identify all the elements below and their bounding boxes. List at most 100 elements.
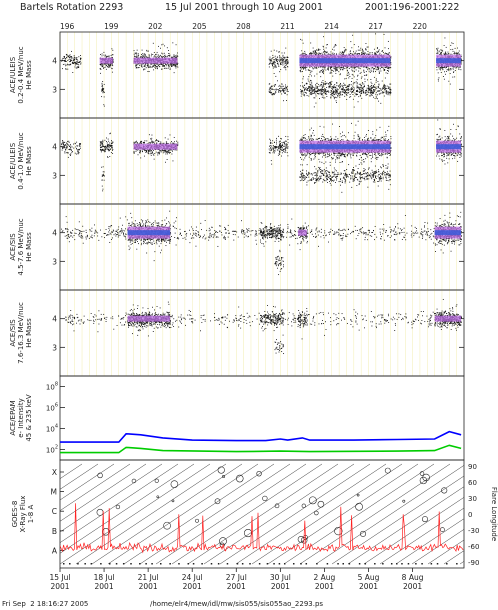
y-tick-label: 104 bbox=[46, 424, 58, 434]
right-tick-label: -90 bbox=[468, 559, 479, 567]
flare-marker bbox=[156, 495, 160, 499]
flare-marker bbox=[170, 480, 179, 488]
y-tick-label: B bbox=[52, 527, 57, 536]
flare-marker bbox=[422, 516, 428, 523]
bottom-tick-day: 15 Jul bbox=[50, 573, 71, 582]
epam-series-line bbox=[60, 430, 462, 443]
density-core-peak bbox=[299, 58, 391, 64]
panel-frame bbox=[59, 203, 465, 291]
panel-label: GOES-8X-Ray Flux1-8 A bbox=[11, 496, 35, 533]
top-tick-label: 205 bbox=[192, 22, 207, 31]
flare-marker bbox=[422, 473, 430, 482]
y-tick-label: 102 bbox=[46, 445, 58, 455]
top-tick-label: 202 bbox=[148, 22, 163, 31]
scatter-points bbox=[61, 33, 462, 108]
flare-marker bbox=[440, 527, 445, 532]
top-tick-label: 220 bbox=[413, 22, 428, 31]
top-tick-label: 217 bbox=[369, 22, 384, 31]
flare-marker bbox=[402, 499, 406, 503]
flare-marker bbox=[419, 471, 425, 476]
flare-marker bbox=[262, 495, 268, 502]
right-tick-label: -60 bbox=[468, 543, 479, 551]
y-tick-label: X bbox=[52, 468, 57, 477]
flare-marker bbox=[171, 499, 175, 503]
flare-marker bbox=[384, 467, 391, 474]
xray-flux-line bbox=[60, 503, 464, 554]
flare-marker bbox=[314, 510, 319, 516]
panel-goes: X M C B A 90 60 30 0 -30 -60 -90 Flare Longitude GOES… bbox=[11, 459, 498, 569]
y-tick-label: 3 bbox=[52, 85, 57, 94]
panel-label: ACE/ULEIS0.2-0.4 MeV/nucHe Mass bbox=[9, 46, 33, 103]
bottom-tick-year: 2001 bbox=[315, 582, 334, 591]
flare-marker bbox=[356, 493, 360, 497]
right-tick-label: 60 bbox=[468, 479, 477, 487]
panel-label: ACE/EPAMe- Intensity45 & 235 keV bbox=[9, 394, 33, 442]
top-tick-label: 199 bbox=[104, 22, 119, 31]
panel-label: ACE/SIS7.6-16.3 MeV/nucHe Mass bbox=[9, 302, 33, 364]
flare-marker bbox=[256, 471, 262, 477]
y-tick-label: 4 bbox=[52, 315, 57, 324]
density-core bbox=[127, 315, 171, 322]
flare-marker bbox=[235, 474, 244, 483]
bottom-tick-year: 2001 bbox=[227, 582, 246, 591]
bottom-tick-day: 21 Jul bbox=[138, 573, 159, 582]
density-core-peak bbox=[127, 230, 171, 236]
bottom-tick-day: 30 Jul bbox=[270, 573, 291, 582]
bottom-tick-year: 2001 bbox=[271, 582, 290, 591]
bottom-tick-day: 24 Jul bbox=[182, 573, 203, 582]
panel-frame bbox=[59, 117, 465, 205]
density-core bbox=[434, 315, 462, 322]
flare-marker bbox=[222, 475, 226, 478]
bottom-tick-year: 2001 bbox=[139, 582, 158, 591]
y-tick-label: 108 bbox=[46, 382, 58, 392]
density-core bbox=[297, 229, 307, 236]
y-tick-label: 3 bbox=[52, 171, 57, 180]
bottom-tick-day: 2 Aug bbox=[314, 573, 336, 582]
epam-series-line bbox=[60, 444, 462, 454]
panel-frame bbox=[59, 375, 465, 461]
y-tick-label: M bbox=[51, 488, 57, 497]
top-axis-ticks: 196 199 202 205 208 211 214 217 220 bbox=[60, 22, 427, 31]
density-core bbox=[133, 143, 178, 150]
footer-path: /home/elr4/mew/idl/mw/sis055/sis055ao_22… bbox=[150, 600, 323, 608]
flare-marker bbox=[308, 496, 317, 505]
bottom-tick-year: 2001 bbox=[359, 582, 378, 591]
y-tick-label: 4 bbox=[52, 229, 57, 238]
flare-marker bbox=[301, 503, 306, 508]
scatter-points bbox=[65, 298, 462, 355]
right-axis-label: Flare Longitude bbox=[490, 487, 498, 541]
right-tick-label: 90 bbox=[468, 463, 477, 471]
scatter-points bbox=[61, 119, 462, 193]
flare-marker bbox=[96, 508, 104, 516]
right-tick-label: 30 bbox=[468, 495, 477, 503]
panel-label: ACE/ULEIS0.4-1.0 MeV/nucHe Mass bbox=[9, 132, 33, 189]
flare-marker bbox=[243, 528, 253, 538]
panel-epam: 102 104 106 108 ACE/EPAMe- Intensity45 & 235… bbox=[9, 375, 465, 461]
bottom-tick-year: 2001 bbox=[403, 582, 422, 591]
panel-frame bbox=[59, 31, 465, 119]
bottom-tick-year: 2001 bbox=[183, 582, 202, 591]
y-tick-label: 4 bbox=[52, 57, 57, 66]
bottom-tick-day: 27 Jul bbox=[226, 573, 247, 582]
flare-marker bbox=[355, 502, 363, 511]
panel-frame bbox=[59, 289, 465, 377]
panel-3: 3 4 ACE/SIS4.5-7.6 MeV/nucHe Mass bbox=[9, 203, 465, 291]
y-tick-label: C bbox=[52, 507, 57, 516]
top-tick-label: 208 bbox=[236, 22, 251, 31]
panel-4: 3 4 ACE/SIS7.6-16.3 MeV/nucHe Mass bbox=[9, 289, 465, 377]
y-tick-label: 4 bbox=[52, 143, 57, 152]
flare-marker bbox=[317, 500, 325, 508]
flare-marker bbox=[154, 478, 159, 483]
scatter-points bbox=[61, 210, 462, 276]
flare-marker bbox=[360, 530, 367, 537]
flare-marker bbox=[97, 472, 103, 479]
figure-doy-range: 2001:196-2001:222 bbox=[365, 2, 459, 13]
flare-marker bbox=[217, 466, 225, 474]
footer-timestamp: Fri Sep 2 18:16:27 2005 bbox=[2, 600, 88, 608]
y-tick-label: 3 bbox=[52, 257, 57, 266]
right-tick-label: -30 bbox=[468, 527, 479, 535]
density-core-peak bbox=[299, 144, 391, 150]
flare-marker bbox=[131, 478, 137, 484]
flare-marker bbox=[195, 518, 199, 523]
